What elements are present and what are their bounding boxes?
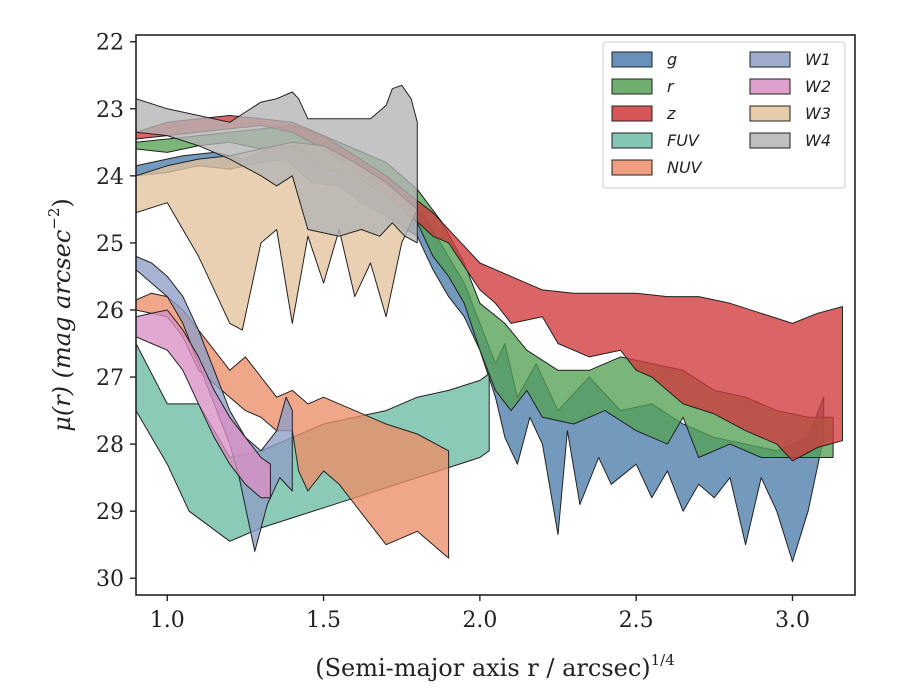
x-tick-label: 1.5: [306, 608, 341, 633]
series-band-w2: [136, 309, 271, 499]
series-band-w4: [136, 84, 418, 244]
legend: grz FUV NUV W1 W2 W3 W4: [602, 41, 846, 189]
legend-swatch-fuv: [611, 132, 653, 149]
x-tick-label: 2.0: [462, 608, 497, 633]
y-tick-label: 29: [96, 500, 124, 525]
y-tick-label: 26: [96, 299, 124, 324]
legend-label-r: r: [667, 77, 675, 96]
y-axis-title: μ(r) (mag arcsec−2): [45, 198, 76, 432]
y-axis: 22 23 24 25 26 27 28 29 30: [96, 31, 136, 592]
y-tick-label: 28: [96, 433, 124, 458]
x-tick-label: 2.5: [619, 608, 654, 633]
legend-swatch-w1: [749, 51, 791, 68]
legend-swatch-w4: [749, 132, 791, 149]
x-tick-label: 1.0: [150, 608, 185, 633]
y-tick-label: 24: [96, 165, 124, 190]
legend-swatch-g: [611, 51, 653, 68]
legend-swatch-r: [611, 78, 653, 95]
y-tick-label: 23: [96, 98, 124, 123]
legend-swatch-nuv: [611, 159, 653, 176]
y-tick-label: 25: [96, 232, 124, 257]
legend-label-g: g: [667, 50, 677, 69]
plot-frame: [135, 34, 856, 596]
y-tick-label: 27: [96, 366, 124, 391]
x-tick-label: 3.0: [775, 608, 810, 633]
legend-swatch-z: [611, 105, 653, 122]
legend-label-w1: W1: [805, 50, 831, 69]
legend-label-z: z: [666, 104, 676, 123]
legend-swatch-w2: [749, 78, 791, 95]
legend-label-w2: W2: [805, 77, 831, 96]
legend-label-w4: W4: [805, 131, 831, 150]
legend-swatch-w3: [749, 105, 791, 122]
y-tick-label: 22: [96, 31, 124, 56]
legend-label-fuv: FUV: [667, 131, 700, 150]
y-tick-label: 30: [96, 567, 124, 592]
x-axis: 1.0 1.5 2.0 2.5 3.0: [150, 595, 810, 633]
series-layer: [136, 84, 843, 562]
legend-label-w3: W3: [805, 104, 831, 123]
x-axis-title: (Semi-major axis r / arcsec)1/4: [315, 651, 675, 682]
legend-label-nuv: NUV: [667, 158, 703, 177]
